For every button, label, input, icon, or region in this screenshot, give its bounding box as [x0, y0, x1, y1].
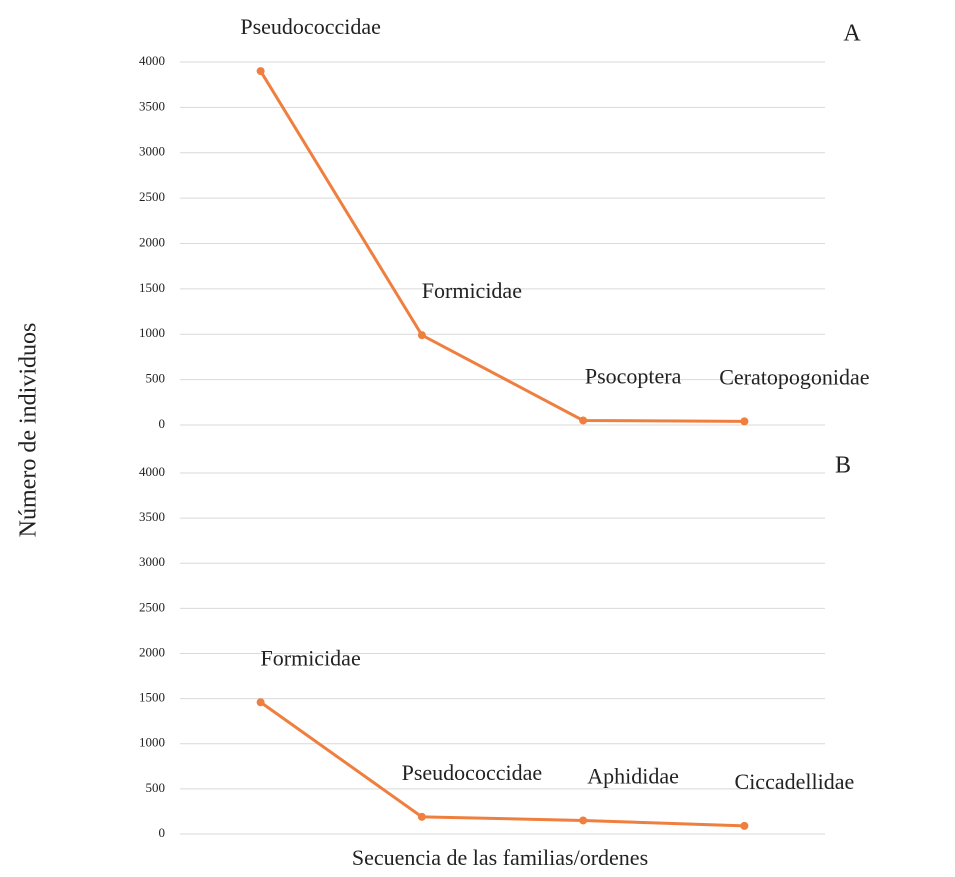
y-tick-label: 2500: [139, 599, 165, 614]
point-label: Psocoptera: [585, 364, 682, 389]
point: [579, 816, 588, 825]
panel-label: B: [835, 453, 851, 479]
y-tick-label: 2000: [139, 644, 165, 659]
y-tick-label: 3000: [139, 144, 165, 159]
x-axis-label: Secuencia de las familias/ordenes: [352, 845, 648, 870]
line: [259, 701, 745, 828]
panel-label: A: [843, 21, 861, 47]
y-tick-label: 500: [146, 371, 166, 386]
point: [579, 416, 588, 425]
point: [417, 331, 426, 340]
point-label: Formicidae: [261, 645, 361, 670]
point-label: Aphididae: [587, 764, 679, 789]
y-tick-label: 1500: [139, 690, 165, 705]
point: [740, 821, 749, 830]
y-tick-label: 2500: [139, 189, 165, 204]
y-tick-label: 2000: [139, 234, 165, 249]
point: [740, 417, 749, 426]
y-tick-label: 4000: [139, 53, 165, 68]
point-label: Formicidae: [422, 278, 522, 303]
y-tick-label: 3500: [139, 509, 165, 524]
y-tick-label: 1000: [139, 325, 165, 340]
y-tick-label: 1000: [139, 735, 165, 750]
y-tick-label: 3500: [139, 98, 165, 113]
point-label: Pseudococcidae: [402, 760, 543, 785]
point-label: Ciccadellidae: [735, 769, 855, 794]
y-tick-label: 500: [146, 780, 166, 795]
y-tick-label: 0: [159, 825, 166, 840]
point: [256, 67, 265, 76]
y-tick-label: 4000: [139, 464, 165, 479]
y-tick-label: 0: [159, 416, 166, 431]
point: [256, 698, 265, 707]
line: [259, 70, 745, 423]
point-label: Pseudococcidae: [240, 14, 381, 39]
point: [417, 812, 426, 821]
y-tick-label: 1500: [139, 280, 165, 295]
y-axis-label: Número de individuos: [16, 323, 42, 538]
point-label: Ceratopogonidae: [719, 364, 869, 389]
y-tick-label: 3000: [139, 554, 165, 569]
